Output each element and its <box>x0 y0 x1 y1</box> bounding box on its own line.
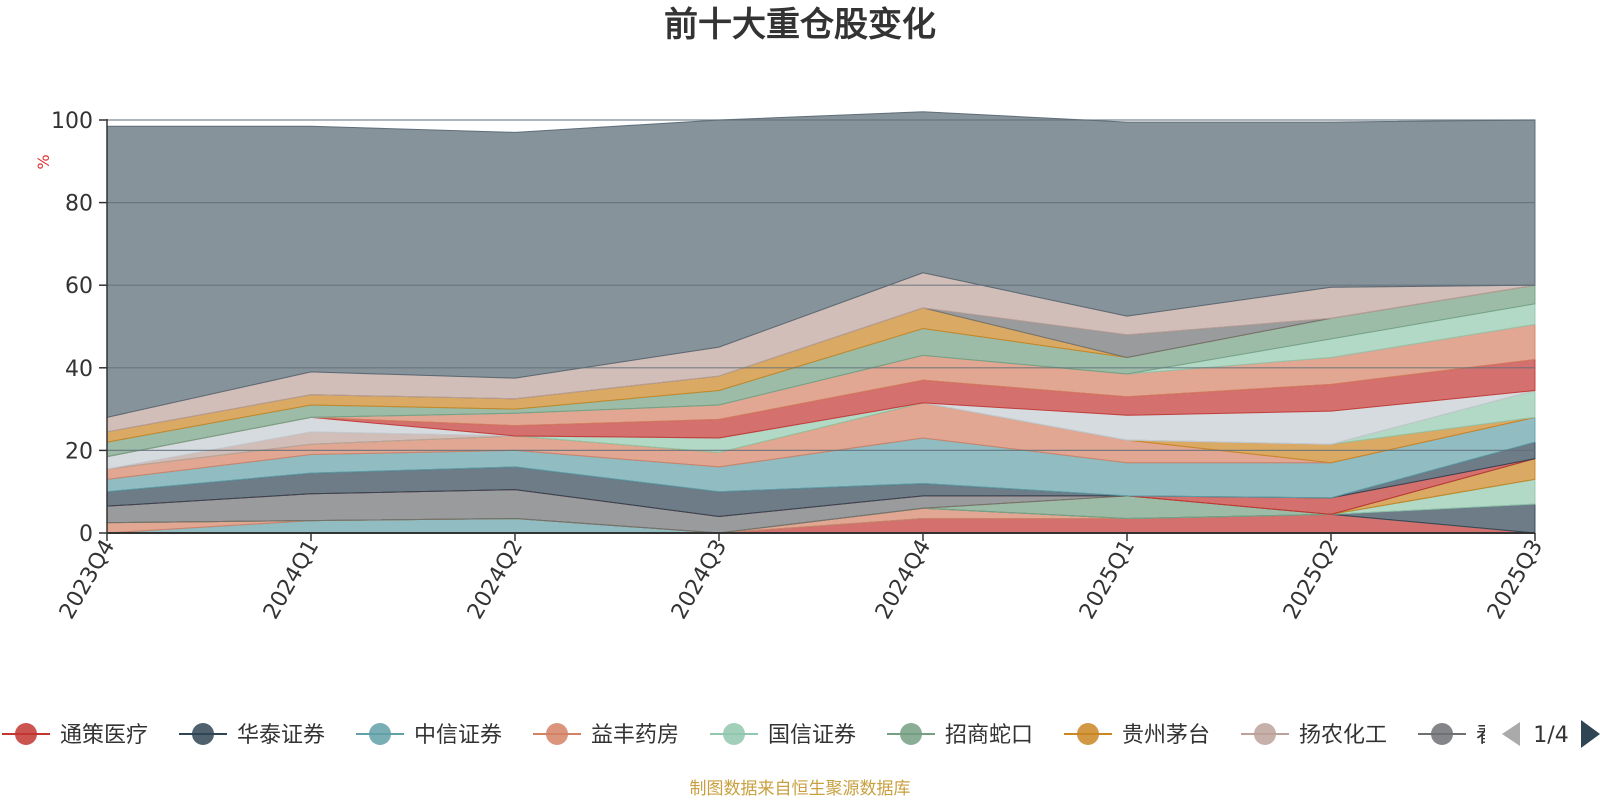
legend-label: 招商蛇口 <box>945 723 1033 748</box>
legend-marker <box>900 723 922 745</box>
legend-marker <box>369 723 391 745</box>
x-tick-label: 2025Q3 <box>1483 536 1548 624</box>
y-tick-label: 60 <box>65 274 93 299</box>
grid-lines <box>107 119 1535 451</box>
legend-page-indicator: 1/4 <box>1533 723 1568 748</box>
legend-item-1[interactable]: 通策医疗 <box>2 723 148 748</box>
legend-label: 华泰证券 <box>237 723 325 748</box>
legend-item-4[interactable]: 益丰药房 <box>533 723 679 748</box>
x-tick-label: 2024Q2 <box>463 536 528 624</box>
legend-label: 国信证券 <box>768 723 856 748</box>
legend-item-6[interactable]: 招商蛇口 <box>887 723 1033 748</box>
legend-label: 春 <box>1476 723 1498 748</box>
legend[interactable]: 通策医疗 华泰证券 中信证券 益丰药房 国信证券 招商蛇口 贵州茅台 扬农化工 春 1/4 <box>2 720 1600 748</box>
legend-marker <box>1254 723 1276 745</box>
legend-marker <box>723 723 745 745</box>
area-layers <box>106 111 1536 534</box>
legend-label: 通策医疗 <box>60 723 148 748</box>
legend-item-8[interactable]: 扬农化工 <box>1241 723 1387 748</box>
legend-label: 益丰药房 <box>591 723 679 748</box>
x-tick-label: 2024Q3 <box>667 536 732 624</box>
legend-marker <box>1431 723 1453 745</box>
x-tick-label: 2023Q4 <box>55 536 120 624</box>
legend-marker <box>546 723 568 745</box>
x-tick-label: 2025Q2 <box>1279 536 1344 624</box>
x-tick-label: 2024Q4 <box>871 536 936 624</box>
legend-item-5[interactable]: 国信证券 <box>710 723 856 748</box>
legend-label: 扬农化工 <box>1299 723 1387 748</box>
legend-item-9[interactable]: 春 <box>1418 723 1498 748</box>
legend-label: 贵州茅台 <box>1122 723 1210 748</box>
legend-marker <box>192 723 214 745</box>
legend-label: 中信证券 <box>414 723 502 748</box>
y-tick-label: 80 <box>65 192 93 217</box>
chart-title: 前十大重仓股变化 <box>664 5 936 45</box>
y-tick-label: 0 <box>79 522 93 547</box>
y-tick-label: 40 <box>65 357 93 382</box>
x-tick-label: 2024Q1 <box>259 536 324 624</box>
legend-marker <box>15 723 37 745</box>
legend-item-2[interactable]: 华泰证券 <box>179 723 325 748</box>
legend-items: 通策医疗 华泰证券 中信证券 益丰药房 国信证券 招商蛇口 贵州茅台 扬农化工 春 <box>2 723 1498 748</box>
legend-prev-arrow-icon[interactable] <box>1502 722 1520 746</box>
x-tick-label: 2025Q1 <box>1075 536 1140 624</box>
legend-item-3[interactable]: 中信证券 <box>356 723 502 748</box>
legend-next-arrow-icon[interactable] <box>1581 720 1600 748</box>
data-source-note: 制图数据来自恒生聚源数据库 <box>689 779 911 799</box>
y-axis-label: % <box>34 154 53 169</box>
legend-marker <box>1077 723 1099 745</box>
y-tick-label: 20 <box>65 439 93 464</box>
legend-item-7[interactable]: 贵州茅台 <box>1064 723 1210 748</box>
y-tick-label: 100 <box>51 109 93 134</box>
